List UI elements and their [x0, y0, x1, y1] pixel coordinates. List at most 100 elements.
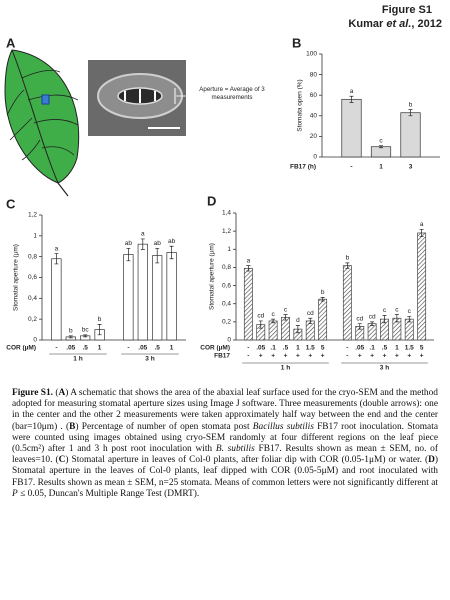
- significance-letter: a: [141, 231, 145, 238]
- caption-part: Figure S1.: [12, 388, 53, 398]
- x-tick-label: 1: [296, 345, 300, 352]
- panel-label: C: [6, 196, 16, 211]
- x-tick-label: -: [346, 353, 348, 360]
- x-tick-label: 1.5: [306, 345, 315, 352]
- x-tick-label: 5: [321, 345, 325, 352]
- caption-part: A: [58, 388, 66, 398]
- figure-label: Figure S1: [382, 4, 432, 16]
- bar: [318, 298, 328, 341]
- y-tick-label: 80: [310, 71, 318, 78]
- figure: Figure S1 Kumar et al., 2012 A B Stomata …: [4, 4, 442, 372]
- significance-letter: d: [296, 317, 300, 324]
- error-bar: [83, 334, 88, 338]
- x-tick-label: +: [284, 353, 288, 360]
- significance-letter: a: [247, 257, 251, 264]
- bar: [341, 98, 362, 158]
- row-label: FB17 (h): [290, 164, 316, 171]
- error-bar: [126, 247, 131, 262]
- x-tick-label: +: [395, 353, 399, 360]
- y-tick-label: 40: [310, 113, 318, 120]
- significance-letter: cd: [369, 314, 376, 321]
- significance-letter: ab: [154, 240, 162, 247]
- annotation: Aperture = Average of 3 measurements: [199, 86, 265, 101]
- significance-letter: a: [350, 88, 354, 95]
- error-bar: [155, 247, 160, 264]
- error-bar: [308, 317, 313, 325]
- bar: [243, 267, 253, 341]
- group-label: 3 h: [145, 356, 154, 363]
- significance-letter: ab: [125, 240, 133, 247]
- citation-etal: et al.: [386, 18, 411, 30]
- significance-letter: c: [383, 307, 387, 314]
- x-tick-label: .05: [355, 345, 364, 352]
- caption-part: P: [12, 488, 18, 499]
- x-tick-label: +: [407, 353, 411, 360]
- y-tick-label: 0,6: [222, 282, 231, 289]
- x-tick-label: -: [346, 345, 348, 352]
- y-tick-label: 0: [227, 337, 231, 344]
- x-tick-label: -: [247, 345, 249, 352]
- y-axis-label: Stomatal aperture (µm): [209, 243, 216, 310]
- error-bar: [407, 316, 412, 323]
- significance-letter: c: [284, 306, 288, 313]
- x-tick-label: +: [370, 353, 374, 360]
- x-tick-label: +: [296, 353, 300, 360]
- bar: [400, 112, 421, 158]
- x-tick-label: -: [127, 345, 129, 352]
- x-tick-label: 1: [395, 345, 399, 352]
- bar: [166, 252, 177, 341]
- significance-letter: c: [408, 308, 412, 315]
- error-bar: [349, 95, 354, 103]
- caption-part: FB17 root inoculation. Stomata were coun…: [12, 421, 438, 455]
- caption-part: (: [53, 388, 59, 398]
- significance-letter: b: [98, 316, 102, 323]
- significance-letter: bc: [82, 327, 90, 334]
- x-tick-label: +: [420, 353, 424, 360]
- bar: [370, 146, 392, 158]
- bar: [367, 323, 377, 341]
- error-bar: [295, 325, 300, 334]
- error-bar: [68, 335, 73, 339]
- error-bar: [54, 253, 59, 265]
- bar: [342, 265, 352, 341]
- x-tick-label: 1: [170, 345, 174, 352]
- significance-letter: cd: [257, 313, 264, 320]
- bar: [404, 318, 414, 341]
- row-label: COR (µM): [6, 345, 36, 352]
- x-tick-label: .5: [154, 345, 160, 352]
- error-bar: [419, 228, 424, 237]
- bar: [123, 254, 134, 341]
- row-label: FB17: [214, 353, 230, 360]
- x-tick-label: +: [308, 353, 312, 360]
- y-tick-label: 20: [310, 133, 318, 140]
- caption-part: ) Stomatal aperture in leaves of Col-0 p…: [65, 455, 429, 466]
- bar: [152, 255, 163, 341]
- y-tick-label: 1,4: [222, 210, 231, 217]
- y-tick-label: 1: [33, 233, 37, 240]
- significance-letter: b: [346, 255, 350, 262]
- error-bar: [271, 318, 276, 324]
- y-tick-label: 1,2: [222, 228, 231, 235]
- caption-part: FB17. Results shown as mean ± SEM, no. o…: [12, 444, 438, 466]
- x-tick-label: +: [383, 353, 387, 360]
- x-tick-label: +: [358, 353, 362, 360]
- y-axis-label: Stomata open (%): [297, 79, 304, 131]
- significance-letter: b: [69, 328, 73, 335]
- caption: Figure S1. (A) A schematic that shows th…: [12, 388, 438, 500]
- error-bar: [394, 314, 399, 323]
- y-tick-label: 0: [33, 337, 37, 344]
- x-tick-label: -: [55, 345, 57, 352]
- significance-letter: ab: [168, 238, 176, 245]
- error-bar: [140, 238, 145, 250]
- y-tick-label: 1: [227, 246, 231, 253]
- significance-letter: a: [55, 245, 59, 252]
- x-tick-label: .05: [66, 345, 75, 352]
- bar: [268, 320, 278, 341]
- error-bar: [169, 245, 174, 260]
- y-tick-label: 0,8: [28, 253, 37, 260]
- significance-letter: cd: [307, 310, 314, 317]
- x-tick-label: +: [321, 353, 325, 360]
- caption-part: ) Percentage of number of open stomata p…: [75, 421, 253, 432]
- error-bar: [382, 315, 387, 324]
